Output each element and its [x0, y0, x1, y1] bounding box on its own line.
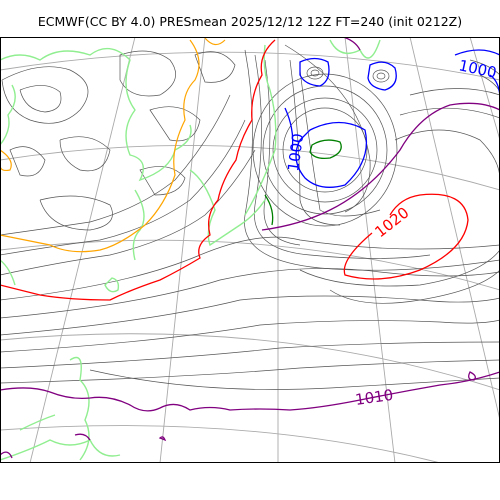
- coastlines: [0, 39, 381, 461]
- isobars: [0, 44, 500, 390]
- meridian-line: [344, 37, 396, 463]
- label-1010: 1010: [354, 386, 394, 409]
- map-title: ECMWF(CC BY 4.0) PRESmean 2025/12/12 12Z…: [37, 14, 463, 29]
- parallel-line: [0, 425, 443, 463]
- parallel-line: [0, 145, 500, 191]
- isobar-996: [264, 139, 342, 226]
- label-1000-upper: 1000: [457, 56, 498, 82]
- isobar-1008: [0, 149, 12, 172]
- parallel-line: [0, 333, 500, 391]
- meridian-line: [29, 37, 136, 463]
- isobar-1008: [0, 39, 200, 253]
- isobar-1010: [0, 37, 500, 459]
- isobar-1020: [0, 39, 276, 301]
- isobar-1000: [284, 49, 500, 188]
- isobar-1020: [343, 193, 469, 280]
- label-1020: 1020: [371, 203, 412, 241]
- meridian-line: [469, 37, 500, 141]
- meridian-line: [409, 37, 500, 421]
- parallel-line: [0, 51, 500, 81]
- label-1000-center: 1000: [284, 132, 307, 172]
- isobar-1008: [204, 37, 226, 46]
- meridian-line: [159, 37, 206, 463]
- graticule: [0, 37, 500, 463]
- parallel-line: [0, 239, 500, 291]
